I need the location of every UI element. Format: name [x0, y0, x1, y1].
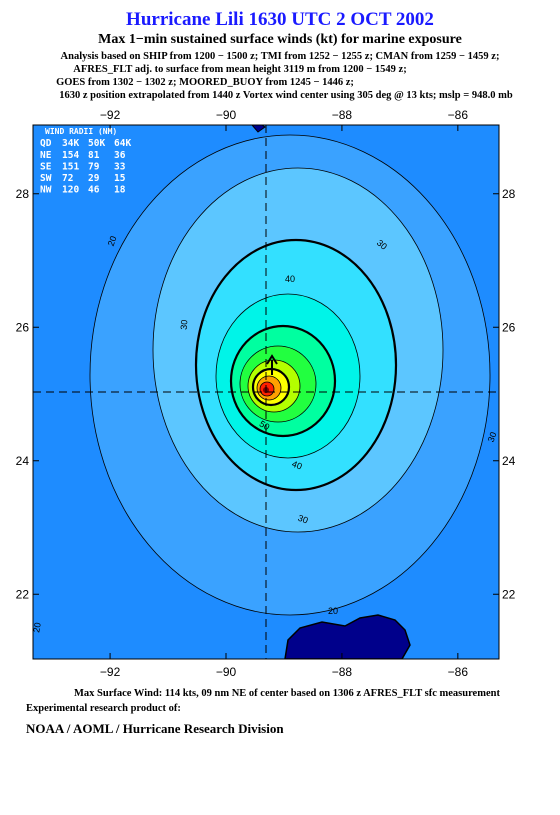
wind-radii-cell: 15	[114, 173, 126, 184]
contour-label: 30	[297, 513, 310, 526]
info-line: AFRES_FLT adj. to surface from mean heig…	[73, 64, 407, 75]
contour-label: 50	[258, 419, 272, 433]
y-tick-label: 26	[502, 320, 516, 334]
wind-radii-cell: 79	[88, 162, 100, 173]
wind-radii-cell: 72	[62, 173, 73, 184]
title: Hurricane Lili 1630 UTC 2 OCT 2002	[126, 9, 434, 30]
wind-radii-column: 50K	[88, 138, 105, 149]
contour-label: 20	[106, 235, 119, 248]
wind-radii-cell: 120	[62, 185, 79, 196]
wind-radii-cell: 18	[114, 185, 126, 196]
x-tick-label: −92	[100, 665, 121, 679]
wind-radii-cell: 29	[88, 173, 100, 184]
y-tick-label: 26	[16, 320, 30, 334]
contour-label: 40	[291, 459, 304, 472]
wind-radii-column: 64K	[114, 138, 131, 149]
motion-arrow	[266, 354, 278, 375]
contour-label: 20	[328, 606, 338, 616]
y-tick-label: 22	[16, 587, 30, 601]
x-tick-label: −90	[216, 108, 237, 122]
contour-label: 30	[375, 238, 389, 252]
wind-radii-cell: SW	[40, 173, 52, 184]
contour-label: 30	[179, 319, 190, 330]
coastline	[251, 125, 266, 133]
x-tick-label: −92	[100, 108, 121, 122]
note: Experimental research product of:	[26, 703, 181, 714]
wind-radii-cell: SE	[40, 162, 52, 173]
x-tick-label: −88	[332, 665, 353, 679]
info-line: GOES from 1302 − 1302 z; MOORED_BUOY fro…	[56, 77, 354, 88]
wind-radii-title: WIND RADII (NM)	[45, 127, 117, 136]
info-line: Analysis based on SHIP from 1200 − 1500 …	[60, 51, 500, 62]
wind-radii-cell: 33	[114, 162, 126, 173]
y-tick-label: 28	[502, 187, 516, 201]
wind-radii-cell: NE	[40, 150, 52, 161]
wind-radii-column: QD	[40, 138, 52, 149]
map: −92 −92 −90 −90 −88 −88 −86 −86 22 22 24 24 26 26 28 28…	[16, 108, 516, 679]
wind-radii-cell: 46	[88, 185, 100, 196]
contour-label: 40	[285, 274, 295, 284]
wind-radii-cell: 36	[114, 150, 126, 161]
y-tick-label: 24	[502, 454, 516, 468]
y-tick-label: 22	[502, 587, 516, 601]
wind-radii-cell: 81	[88, 150, 100, 161]
y-tick-label: 24	[16, 454, 30, 468]
wind-radii-cell: 154	[62, 150, 79, 161]
wind-field	[33, 125, 499, 659]
wind-radii-column: 34K	[62, 138, 79, 149]
max-wind: Max Surface Wind: 114 kts, 09 nm NE of c…	[74, 688, 500, 699]
x-tick-label: −88	[332, 108, 353, 122]
frame	[32, 124, 500, 660]
y-tick-label: 28	[16, 187, 30, 201]
x-tick-label: −90	[216, 665, 237, 679]
org: NOAA / AOML / Hurricane Research Divisio…	[26, 721, 284, 736]
info-line: 1630 z position extrapolated from 1440 z…	[59, 90, 513, 101]
x-tick-label: −86	[448, 108, 469, 122]
contour-label: 20	[31, 622, 43, 634]
wind-radii-cell: 151	[62, 162, 79, 173]
wind-radii-cell: NW	[40, 185, 52, 196]
contour-label: 30	[486, 431, 499, 444]
coastline	[284, 614, 411, 659]
subtitle: Max 1−min sustained surface winds (kt) f…	[98, 32, 462, 47]
x-tick-label: −86	[448, 665, 469, 679]
